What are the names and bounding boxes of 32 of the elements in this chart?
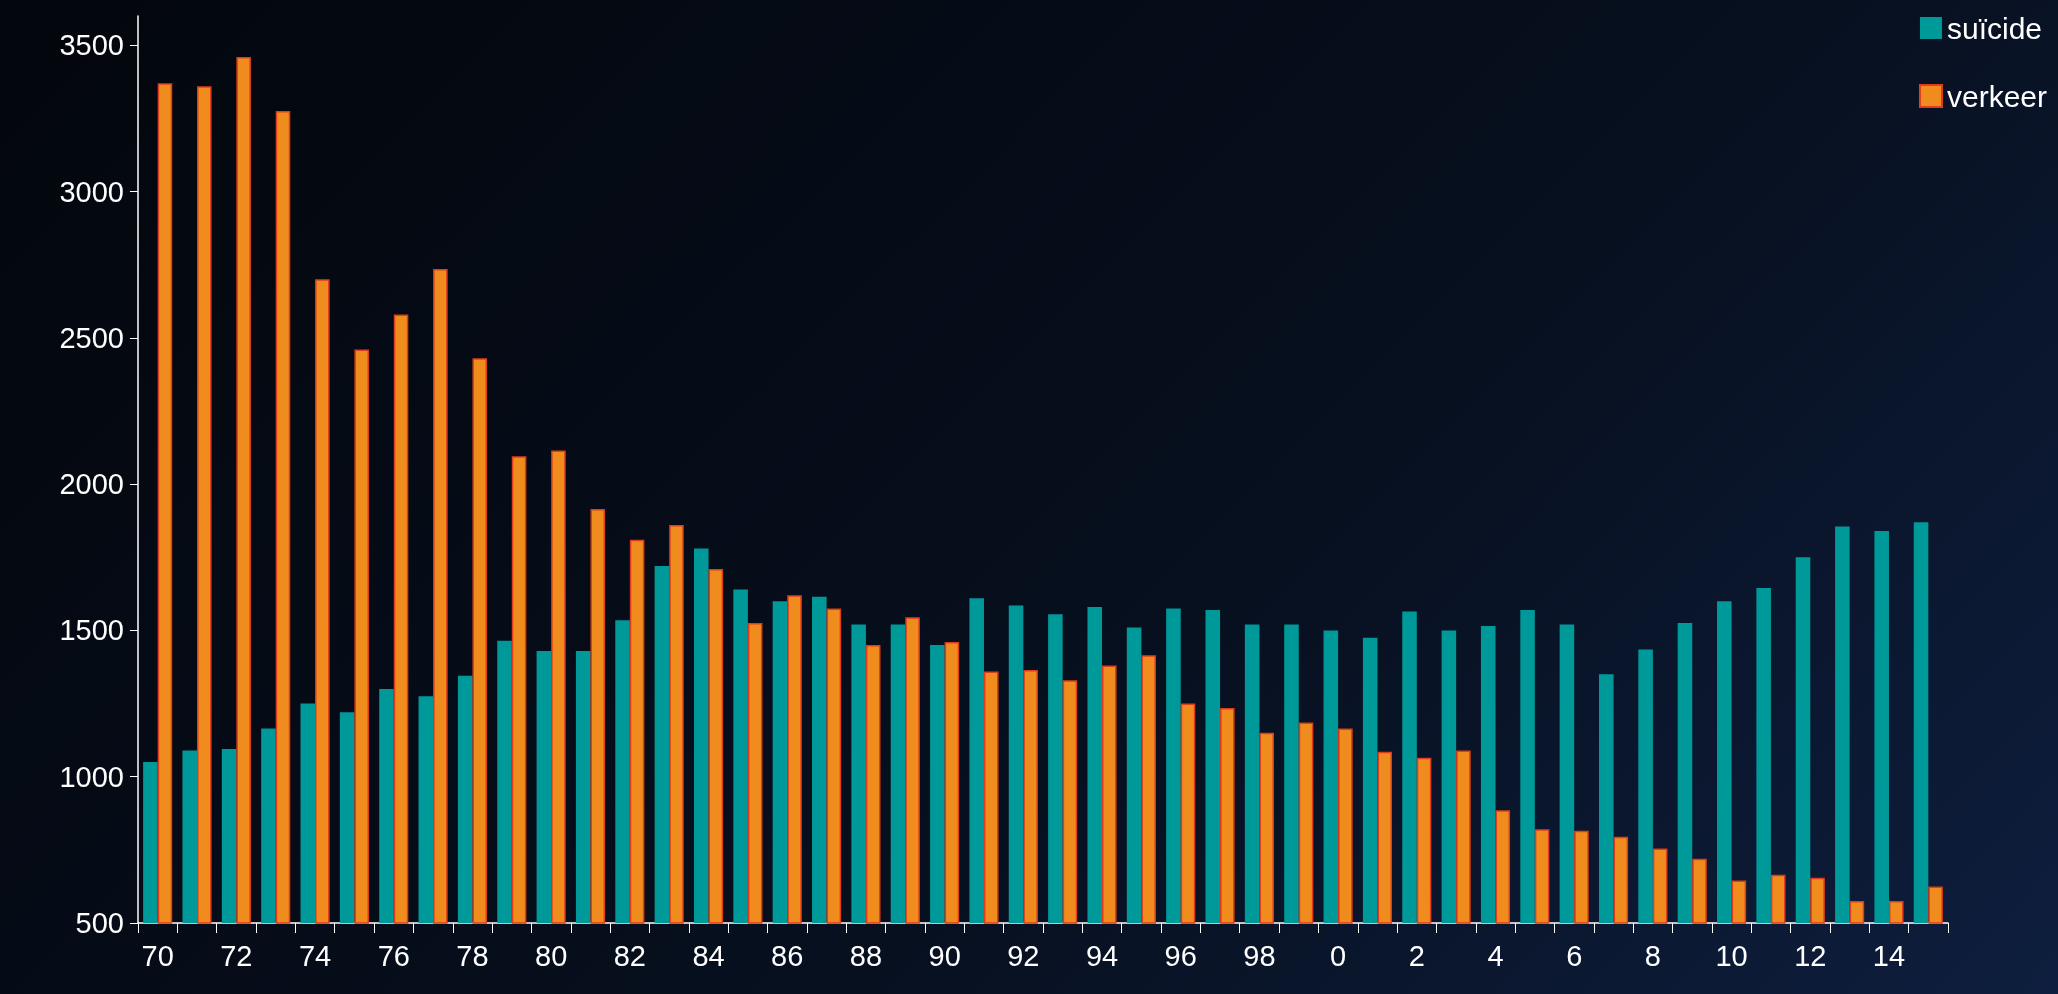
x-tick-label: 98 [1243,939,1276,972]
y-tick-label: 1000 [59,760,124,793]
x-tick-label: 2 [1408,939,1425,972]
y-tick-label: 2500 [59,321,124,354]
x-tick-label: 94 [1085,939,1119,972]
x-tick-label: 74 [298,939,332,972]
x-tick-label: 82 [613,939,646,972]
x-tick-label: 96 [1164,939,1197,972]
x-tick-label: 4 [1487,939,1504,972]
x-tick-label: 80 [535,939,568,972]
x-tick-label: 12 [1794,939,1827,972]
legend-label: verkeer [1946,79,2048,113]
y-tick-label: 3500 [59,29,124,62]
y-tick-label: 2000 [59,468,124,501]
x-tick-label: 14 [1872,939,1906,972]
x-tick-label: 86 [771,939,804,972]
x-tick-label: 70 [141,939,174,972]
x-tick-label: 6 [1566,939,1583,972]
x-tick-label: 92 [1007,939,1040,972]
y-tick-label: 500 [75,907,124,939]
y-tick-label: 3000 [59,175,124,208]
y-tick-label: 1500 [59,614,124,647]
x-tick-label: 88 [849,939,883,972]
x-tick-label: 78 [456,939,489,972]
x-tick-label: 72 [220,939,253,972]
legend-label: suïcide [1946,11,2043,45]
x-tick-label: 76 [377,939,410,972]
x-tick-label: 0 [1330,939,1347,972]
x-tick-label: 10 [1715,939,1748,972]
x-tick-label: 84 [692,939,725,972]
x-tick-label: 8 [1644,939,1661,972]
x-tick-label: 90 [928,939,961,972]
